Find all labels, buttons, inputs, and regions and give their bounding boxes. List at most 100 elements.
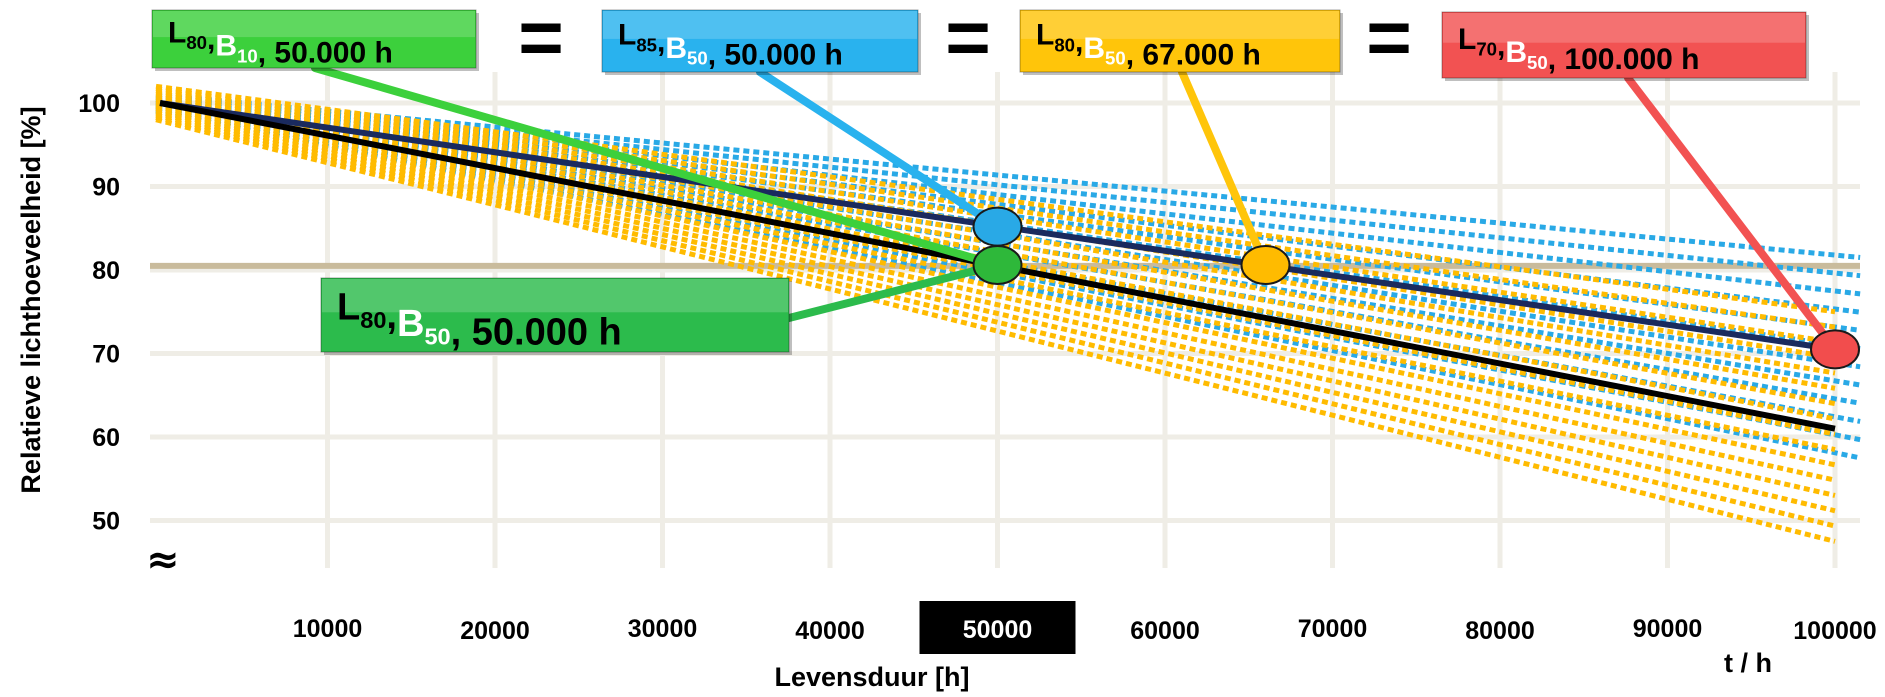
annotation-box: L85,B50, 50.000 h xyxy=(601,9,921,75)
dotted-band-line xyxy=(155,83,1836,315)
annotation-label-part: 50 xyxy=(1527,52,1548,73)
annotation-box-gloss xyxy=(1443,13,1805,43)
y-tick-label: 70 xyxy=(92,341,120,369)
y-tick-label: 50 xyxy=(92,508,120,536)
x-tick-highlight xyxy=(919,601,1076,654)
annotation-label-part: , xyxy=(657,25,665,58)
annotation-label-part: 50 xyxy=(1105,48,1126,69)
y-tick-label: 90 xyxy=(92,174,120,202)
annotation-leader-line xyxy=(785,260,1002,322)
x-tick-label: 90000 xyxy=(1633,615,1703,643)
annotation-label-part: 50 xyxy=(424,324,450,350)
annotation-box-fill xyxy=(1019,9,1341,73)
x-tick-label: 70000 xyxy=(1298,615,1368,643)
dotted-band-line xyxy=(155,117,1836,544)
data-marker xyxy=(1240,244,1291,285)
x-tick-label: 40000 xyxy=(795,617,865,645)
annotation-label-part: 85 xyxy=(636,34,657,55)
dotted-band-line xyxy=(155,88,1836,345)
annotation-box-gloss xyxy=(322,279,788,313)
equals-sign: = xyxy=(1366,0,1412,81)
x-tick-label: 20000 xyxy=(460,617,530,645)
dotted-band-line xyxy=(155,90,1836,361)
annotation-label-part: 70 xyxy=(1476,39,1497,60)
annotation-box-gloss xyxy=(153,11,475,38)
y-tick-labels: 100 90 80 70 60 50 xyxy=(78,90,120,536)
annotation-box-gloss xyxy=(603,11,917,39)
annotation-label-part: 80 xyxy=(186,32,207,53)
annotation-box-label: L70,B50, 100.000 h xyxy=(1458,23,1700,76)
annotation-label-part: , xyxy=(1075,25,1083,58)
annotation-box: L80,B50, 50.000 h xyxy=(320,277,792,355)
annotation-box-label: L80,B50, 67.000 h xyxy=(1036,19,1261,72)
x-unit-label: t / h xyxy=(1724,648,1772,678)
annotation-label-part: L xyxy=(1036,19,1054,52)
dotted-band-line xyxy=(155,106,1836,468)
dotted-band-line xyxy=(155,93,1861,279)
x-tick-label: 100000 xyxy=(1793,617,1876,645)
dotted-band-line xyxy=(155,86,1836,330)
annotation-label-part: 80 xyxy=(360,307,386,333)
x-tick-label: 80000 xyxy=(1465,617,1535,645)
x-tick-label: 50000 xyxy=(963,616,1033,644)
annotation-label-part: 80 xyxy=(1054,34,1075,55)
data-marker xyxy=(972,244,1023,285)
annotation-leader-line xyxy=(1624,74,1839,354)
annotation-label-part: B xyxy=(1505,36,1527,69)
annotation-label-part: B xyxy=(665,32,687,65)
x-tick-label: 30000 xyxy=(628,615,698,643)
annotation-label-part: L xyxy=(337,286,360,328)
annotation-box-label: L80,B10, 50.000 h xyxy=(168,16,393,69)
annotation-label-part: L xyxy=(168,16,186,49)
annotation-label-part: , xyxy=(1497,30,1505,63)
x-tick-label: 60000 xyxy=(1130,617,1200,645)
annotation-leaders xyxy=(311,64,1839,354)
dotted-band-line xyxy=(155,115,1836,529)
annotation-box: L80,B10, 50.000 h xyxy=(151,9,479,71)
annotation-box-fill xyxy=(1441,11,1807,79)
dotted-band-line xyxy=(155,108,1836,483)
data-marker xyxy=(972,206,1023,247)
axis-break-symbol: ≈ xyxy=(146,537,180,583)
annotation-label-part: B xyxy=(397,303,424,345)
y-tick-label: 100 xyxy=(78,90,120,118)
annotation-box-gloss xyxy=(1021,11,1339,39)
annotation-box-fill xyxy=(601,9,919,73)
data-markers xyxy=(972,206,1860,370)
x-axis-title: Levensduur [h] xyxy=(774,662,969,692)
annotation-label-part: , 67.000 h xyxy=(1126,39,1261,72)
annotation-label-part: L xyxy=(618,19,636,52)
annotation-box-label: L85,B50, 50.000 h xyxy=(618,19,843,72)
annotation-leader-line xyxy=(1178,68,1270,269)
y-axis-title: Relatieve lichthoeveelheid [%] xyxy=(16,106,46,493)
x-tick-label: 10000 xyxy=(293,615,363,643)
annotation-label-part: 10 xyxy=(237,45,258,66)
annotation-box-fill xyxy=(320,277,790,353)
annotation-label-part: , 50.000 h xyxy=(708,39,843,72)
annotation-label-part: B xyxy=(215,30,237,63)
annotation-label-part: L xyxy=(1458,23,1476,56)
annotation-box: L70,B50, 100.000 h xyxy=(1441,11,1809,81)
annotation-box-fill xyxy=(151,9,477,69)
x-tick-labels: 10000 20000 30000 40000 50000 60000 70000 80000… xyxy=(293,601,1877,654)
annotation-label-part: , xyxy=(207,23,215,56)
annotation-box: L80,B50, 67.000 h xyxy=(1019,9,1343,75)
annotation-label-part: , 50.000 h xyxy=(451,312,622,354)
annotation-box-label: L80,B50, 50.000 h xyxy=(337,286,622,353)
annotation-leader-line xyxy=(756,68,1002,231)
dotted-band-line xyxy=(155,103,1836,452)
annotation-label-part: B xyxy=(1083,32,1105,65)
y-tick-label: 60 xyxy=(92,424,120,452)
dotted-band-line xyxy=(155,95,1861,297)
data-marker xyxy=(1810,329,1860,370)
annotation-label-part: , 100.000 h xyxy=(1548,43,1700,76)
annotation-label-part: 50 xyxy=(687,48,708,69)
equals-signs: = = = xyxy=(518,0,1412,81)
annotation-leader-line xyxy=(311,64,1002,269)
equals-sign: = xyxy=(518,0,564,81)
annotation-label-part: , 50.000 h xyxy=(258,36,393,69)
dotted-band-line xyxy=(155,92,1861,260)
annotation-label-part: , xyxy=(386,295,397,337)
y-tick-label: 80 xyxy=(92,257,120,285)
